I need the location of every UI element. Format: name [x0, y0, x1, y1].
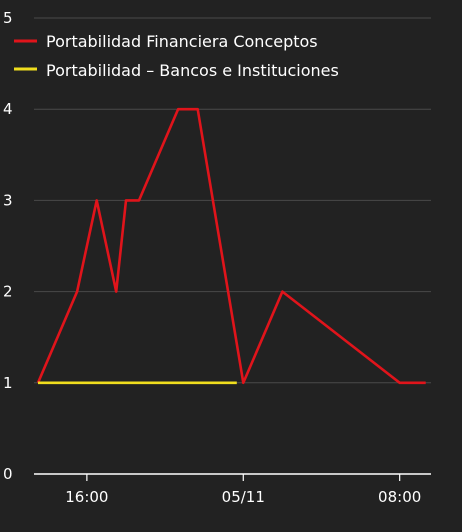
series-lines	[36, 107, 426, 385]
y-tick-label-5: 5	[3, 9, 13, 27]
legend-label-bancos: Portabilidad – Bancos e Instituciones	[46, 61, 339, 80]
y-tick-label-1: 1	[3, 374, 13, 392]
x-tick-label-1: 05/11	[222, 488, 265, 506]
y-tick-label-4: 4	[3, 100, 13, 118]
y-tick-label-2: 2	[3, 283, 13, 301]
y-tick-label-3: 3	[3, 191, 13, 209]
legend: Portabilidad Financiera Conceptos Portab…	[14, 32, 339, 80]
legend-label-conceptos: Portabilidad Financiera Conceptos	[46, 32, 318, 51]
grid-lines	[34, 17, 431, 384]
x-tick-label-0: 16:00	[65, 488, 108, 506]
axes: 0 1 2 3 4 5 16:00 05/11 08:00	[3, 9, 431, 506]
x-tick-label-2: 08:00	[378, 488, 421, 506]
series-line-0[interactable]	[36, 107, 426, 385]
legend-item-conceptos[interactable]: Portabilidad Financiera Conceptos	[14, 32, 318, 51]
y-tick-label-0: 0	[3, 465, 13, 483]
legend-item-bancos[interactable]: Portabilidad – Bancos e Instituciones	[14, 61, 339, 80]
